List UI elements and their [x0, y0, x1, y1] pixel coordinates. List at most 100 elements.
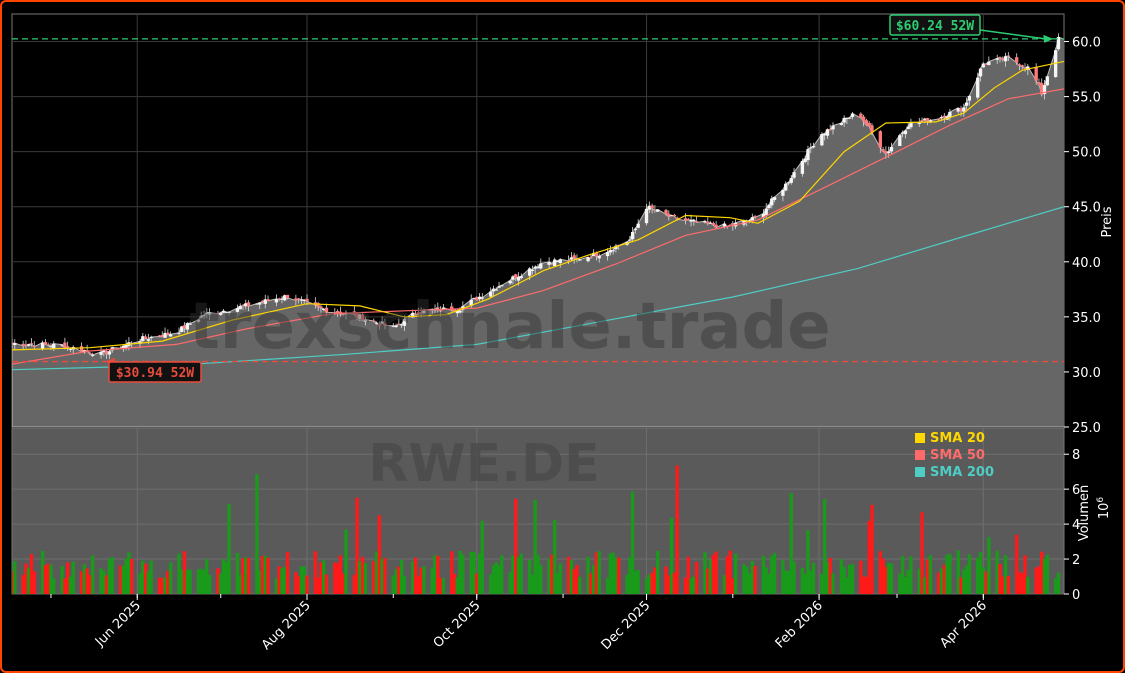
volume-bar [711, 554, 716, 594]
site-watermark: trexschnale.trade [189, 290, 830, 364]
candle-body [500, 285, 504, 287]
volume-bar [143, 563, 148, 594]
volume-bar [772, 552, 777, 594]
volume-bar [491, 565, 496, 594]
price-tick-label: 35.0 [1072, 311, 1101, 326]
volume-bar [644, 577, 649, 594]
legend-label-sma50: SMA 50 [930, 448, 985, 463]
volume-bar [945, 554, 949, 594]
volume-bar [594, 552, 599, 594]
volume-bar [839, 558, 844, 594]
candle-body [703, 221, 707, 223]
volume-bar [1034, 567, 1038, 594]
volume-bar [436, 555, 440, 594]
candle-body [160, 334, 164, 337]
volume-bar [277, 566, 281, 594]
volume-bar [948, 553, 952, 594]
volume-bar [572, 569, 576, 594]
volume-bar [781, 560, 785, 594]
volume-bar [608, 553, 613, 594]
volume-bar [614, 557, 618, 594]
volume-bar [221, 559, 226, 594]
volume-bar [533, 499, 537, 594]
candle-body [920, 120, 924, 122]
volume-bar [889, 563, 894, 594]
candle-body [477, 296, 482, 300]
candle-body [319, 306, 323, 308]
volume-bar [519, 553, 523, 594]
candle-body [180, 326, 184, 332]
candle-body [839, 123, 844, 125]
candle-body [558, 259, 562, 264]
price-tick-label: 40.0 [1072, 256, 1101, 271]
candle-body [227, 311, 231, 313]
volume-bar [984, 571, 988, 594]
volume-bar [822, 499, 827, 594]
candle-body [60, 344, 64, 346]
volume-bar [68, 576, 73, 594]
legend-label-sma200: SMA 200 [930, 465, 994, 480]
candle-body [692, 219, 696, 222]
volume-bar [88, 575, 92, 594]
candle-body [987, 61, 991, 65]
high-52w-tag: $60.24 52W [889, 14, 1054, 43]
candle-body [514, 274, 518, 279]
volume-bar [12, 570, 14, 594]
volume-bar [207, 575, 212, 594]
volume-bar [322, 560, 326, 594]
volume-bar [160, 577, 164, 594]
candle-body [224, 312, 228, 314]
ticker-watermark: RWE.DE [368, 434, 599, 494]
candle-body [772, 197, 777, 201]
volume-bar [416, 576, 420, 594]
date-tick-label: Aug 2025 [259, 598, 314, 653]
volume-bar [419, 567, 423, 594]
volume-bar [338, 555, 343, 594]
candle-body [102, 350, 106, 353]
candle-body [235, 308, 240, 312]
volume-bar [636, 569, 640, 594]
candle-body [322, 308, 326, 310]
candle-body [52, 343, 56, 349]
volume-bar [24, 563, 28, 594]
candle-body [536, 266, 540, 268]
volume-bar [809, 570, 813, 594]
candle-body [157, 335, 162, 337]
volume-bar [923, 577, 927, 594]
volume-bar [177, 553, 181, 594]
volume-bar [399, 559, 404, 594]
volume-bar [767, 573, 771, 594]
candle-body [886, 151, 891, 153]
candle-body [909, 122, 913, 128]
candle-body [750, 217, 754, 221]
candle-body [32, 345, 36, 347]
candle-body [65, 346, 70, 348]
candle-body [472, 298, 476, 300]
candle-body [1006, 55, 1011, 57]
volume-bar [472, 552, 476, 594]
candle-body [1015, 57, 1019, 63]
candle-body [753, 215, 757, 218]
candle-body [46, 344, 50, 346]
volume-bar [305, 575, 309, 594]
volume-bar [803, 574, 807, 594]
candle-body [1040, 83, 1044, 95]
candle-body [923, 118, 927, 120]
volume-bar [848, 564, 852, 594]
candle-body [878, 131, 882, 148]
volume-bar [1020, 573, 1024, 594]
volume-bar [199, 568, 203, 594]
volume-bar [180, 569, 184, 594]
candle-body [219, 312, 223, 315]
volume-bar [547, 558, 551, 594]
volume-bar [319, 562, 323, 594]
candle-body [597, 256, 601, 259]
volume-bar [605, 577, 610, 594]
volume-bar [224, 561, 228, 594]
candle-body [906, 126, 910, 130]
volume-bar [188, 569, 192, 594]
volume-bar [166, 571, 170, 594]
candle-body [550, 263, 554, 265]
candle-body [825, 129, 830, 136]
